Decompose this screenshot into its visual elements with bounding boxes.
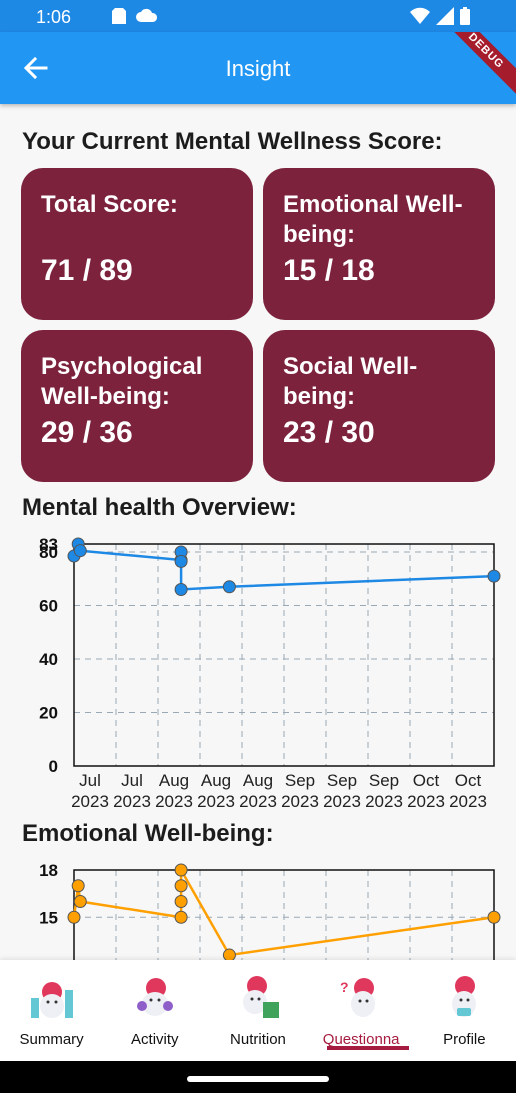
summary-icon xyxy=(30,982,73,1018)
data-point xyxy=(222,948,236,960)
card-value: 23 / 30 xyxy=(283,416,375,449)
data-point xyxy=(174,895,188,908)
social-score-card: Social Well-being: 23 / 30 xyxy=(263,330,495,482)
signal-icon xyxy=(436,7,454,25)
active-tab-indicator xyxy=(326,1046,409,1050)
x-tick-label: 2023 xyxy=(71,792,109,811)
activity-icon xyxy=(136,978,173,1016)
card-value: 71 / 89 xyxy=(41,254,133,287)
card-label: Emotional Well-being: xyxy=(283,191,463,248)
nav-item-summary[interactable]: Summary xyxy=(0,960,103,1061)
emotional-score-card: Emotional Well-being: 15 / 18 xyxy=(263,168,495,320)
y-tick-label: 40 xyxy=(39,650,58,669)
nutrition-icon xyxy=(242,976,279,1018)
cloud-icon xyxy=(136,8,158,22)
plot-frame xyxy=(73,869,495,960)
data-point xyxy=(222,580,236,594)
y-tick-label: 60 xyxy=(39,597,58,616)
profile-icon xyxy=(452,976,477,1017)
app-bar: Insight DEBUG xyxy=(0,32,516,104)
wifi-icon xyxy=(410,7,430,24)
status-bar: 1:06 xyxy=(0,0,516,32)
data-point xyxy=(174,879,188,893)
emotional-heading: Emotional Well-being: xyxy=(22,820,274,847)
x-tick-label: 2023 xyxy=(449,792,487,811)
x-tick-label: Oct xyxy=(455,771,482,790)
nav-label: Summary xyxy=(19,1031,84,1048)
sd-card-icon xyxy=(112,8,126,24)
data-point xyxy=(71,879,85,893)
data-point xyxy=(67,910,81,924)
plot-frame xyxy=(73,543,495,767)
x-tick-label: 2023 xyxy=(197,792,235,811)
overview-heading: Mental health Overview: xyxy=(22,494,297,521)
y-tick-label: 0 xyxy=(49,757,58,776)
nav-label: Activity xyxy=(131,1031,179,1048)
insight-content[interactable]: Your Current Mental Wellness Score: Tota… xyxy=(0,104,516,960)
back-arrow-icon[interactable] xyxy=(20,52,52,84)
svg-text:?: ? xyxy=(340,979,349,995)
nav-item-profile[interactable]: Profile xyxy=(413,960,516,1061)
x-tick-label: Jul xyxy=(121,771,143,790)
card-label: Total Score: xyxy=(41,191,178,218)
card-value: 29 / 36 xyxy=(41,416,133,449)
system-navigation-bar xyxy=(0,1061,516,1093)
x-tick-label: 2023 xyxy=(407,792,445,811)
x-tick-label: 2023 xyxy=(155,792,193,811)
y-tick-label: 18 xyxy=(39,861,58,880)
x-tick-label: Sep xyxy=(327,771,357,790)
home-gesture-handle[interactable] xyxy=(187,1076,329,1082)
page-title: Insight xyxy=(225,56,291,81)
y-tick-label: 83 xyxy=(39,535,58,554)
x-tick-label: 2023 xyxy=(281,792,319,811)
x-tick-label: Sep xyxy=(285,771,315,790)
nav-label: Nutrition xyxy=(230,1031,286,1048)
x-tick-label: Sep xyxy=(369,771,399,790)
y-tick-label: 20 xyxy=(39,704,58,723)
questionnaire-icon: ? xyxy=(340,978,376,1017)
x-tick-label: 2023 xyxy=(239,792,277,811)
data-point xyxy=(73,895,87,908)
x-tick-label: Aug xyxy=(201,771,231,790)
x-tick-label: Aug xyxy=(159,771,189,790)
nav-item-questionnaire[interactable]: ? Questionna xyxy=(310,960,413,1061)
card-value: 15 / 18 xyxy=(283,254,375,287)
status-time: 1:06 xyxy=(36,7,72,27)
x-tick-label: Oct xyxy=(413,771,440,790)
card-label: Social Well-being: xyxy=(283,353,418,410)
bottom-navigation: Summary Activity Nutrition ? Questionna xyxy=(0,960,516,1061)
battery-icon xyxy=(460,7,470,25)
y-tick-label: 80 xyxy=(39,543,58,562)
data-point xyxy=(174,910,188,924)
nav-label: Profile xyxy=(443,1031,486,1048)
data-point xyxy=(174,554,188,568)
nav-label: Questionna xyxy=(322,1031,400,1048)
y-tick-label: 15 xyxy=(39,908,58,927)
x-tick-label: Jul xyxy=(79,771,101,790)
card-label: Psychological Well-being: xyxy=(41,353,203,410)
data-point xyxy=(487,910,501,924)
total-score-card: Total Score: 71 / 89 xyxy=(21,168,253,320)
x-tick-label: 2023 xyxy=(323,792,361,811)
data-point xyxy=(487,569,501,583)
data-point xyxy=(73,544,87,558)
score-heading: Your Current Mental Wellness Score: xyxy=(22,128,443,155)
nav-item-nutrition[interactable]: Nutrition xyxy=(206,960,309,1061)
x-tick-label: 2023 xyxy=(365,792,403,811)
data-point xyxy=(174,863,188,877)
x-tick-label: 2023 xyxy=(113,792,151,811)
psychological-score-card: Psychological Well-being: 29 / 36 xyxy=(21,330,253,482)
nav-item-activity[interactable]: Activity xyxy=(103,960,206,1061)
data-point xyxy=(174,582,188,596)
x-tick-label: Aug xyxy=(243,771,273,790)
